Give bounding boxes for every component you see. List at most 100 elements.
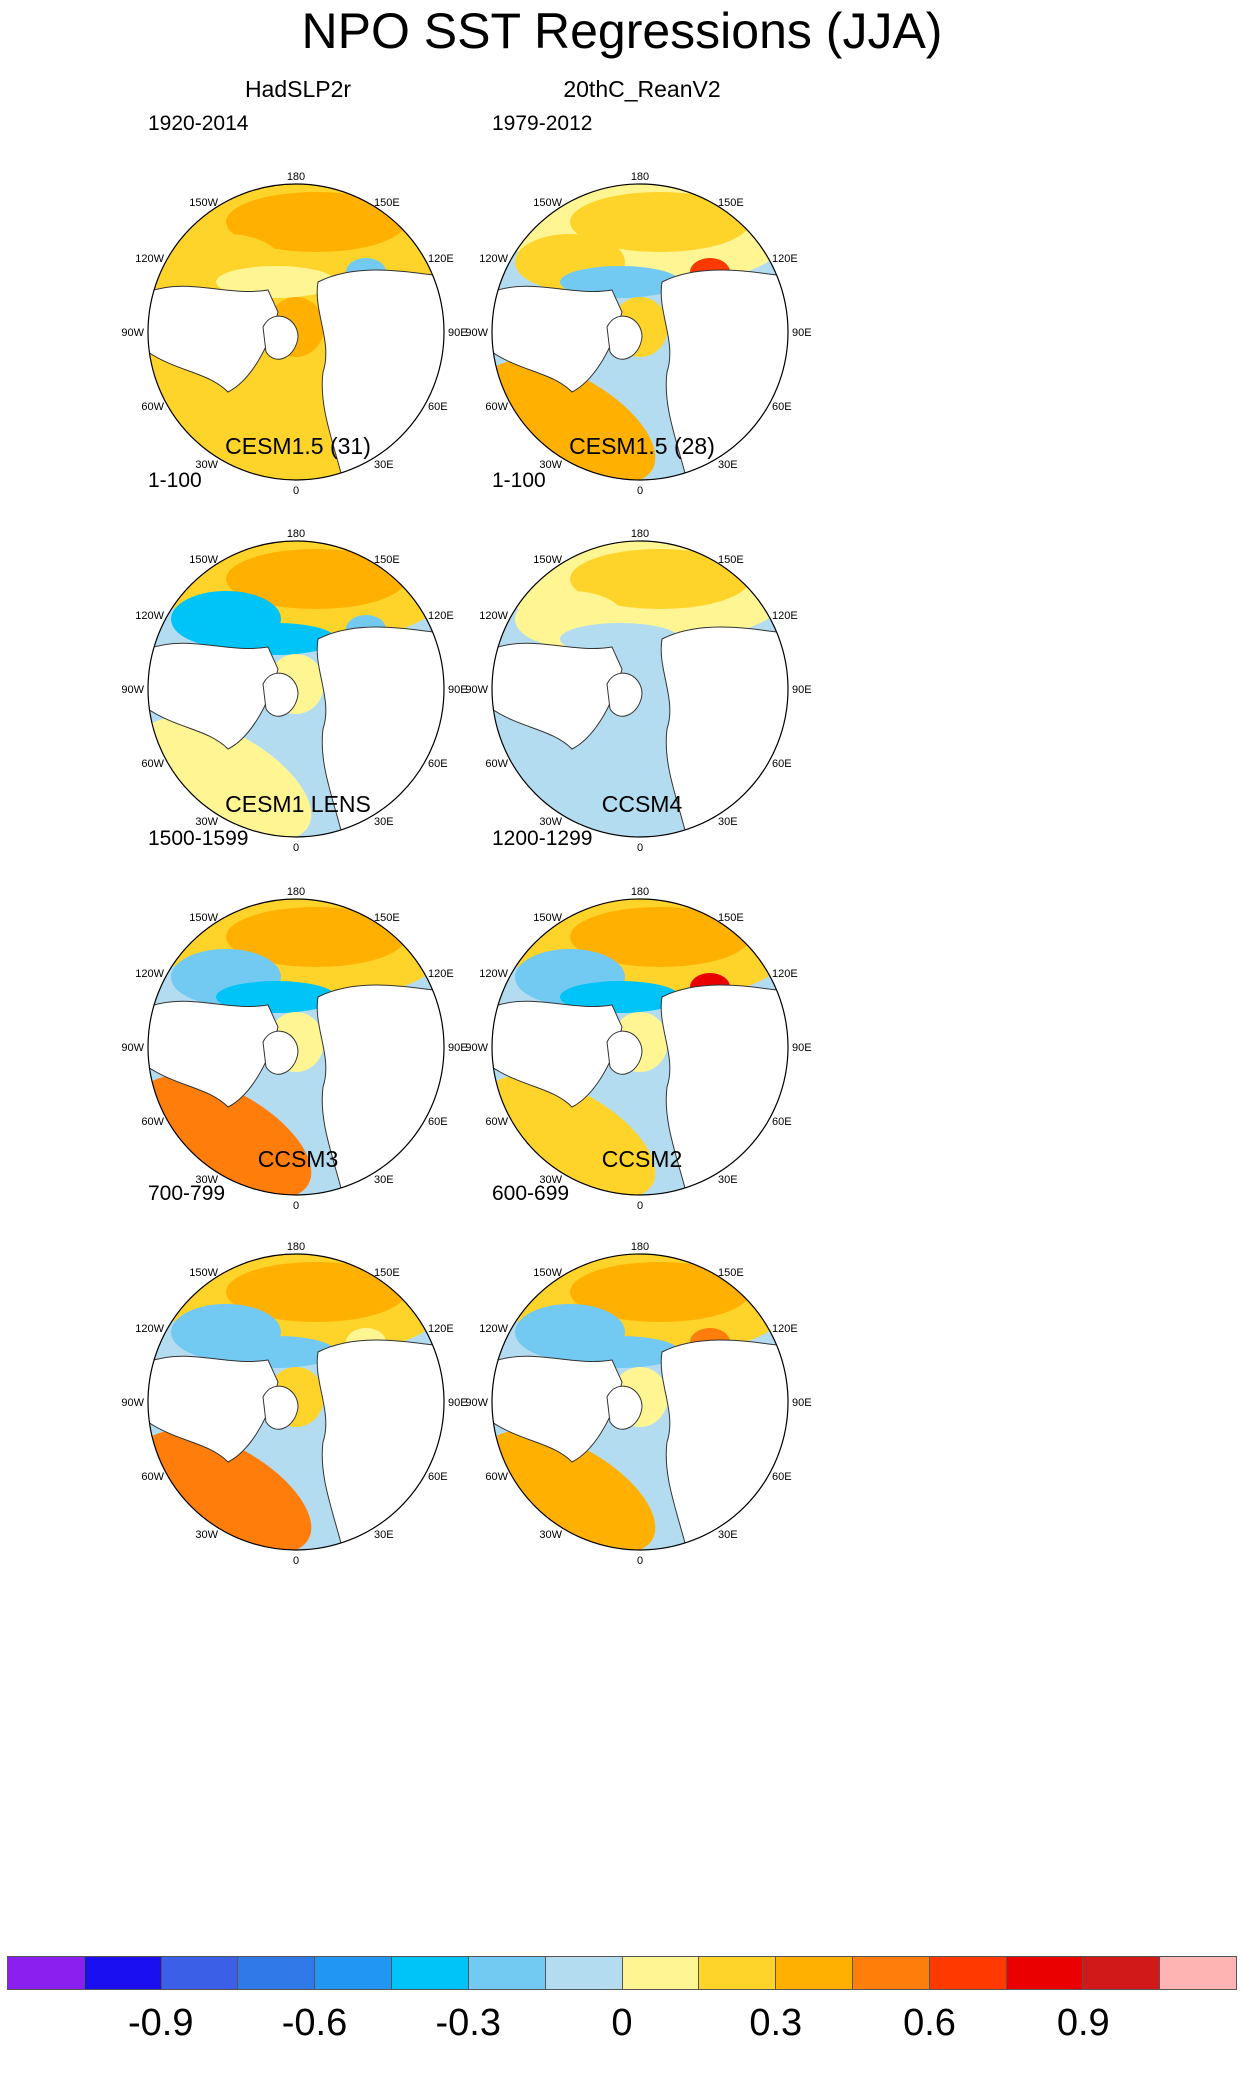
bering-anomaly: [216, 266, 336, 298]
colorbar-tick-label: 0.3: [749, 2002, 803, 2044]
longitude-label: 90E: [448, 1397, 468, 1409]
north-america-land: [148, 642, 279, 750]
longitude-label: 180: [631, 1241, 649, 1253]
longitude-label: 30E: [374, 1529, 394, 1541]
longitude-label: 0: [293, 1555, 299, 1567]
longitude-label: 90W: [121, 1397, 144, 1409]
north-pacific-core: [570, 1262, 750, 1322]
longitude-label: 120E: [772, 1323, 798, 1335]
longitude-label: 30W: [195, 1529, 218, 1541]
longitude-label: 30W: [539, 1174, 562, 1186]
longitude-label: 90W: [465, 1042, 488, 1054]
panel-period: 700-799: [148, 1182, 226, 1205]
longitude-label: 60E: [428, 1116, 448, 1128]
map-panel: 180 150W 150E 120W 120E 90W 90E 60W 60E 30W 30E 0 CC…: [121, 1145, 608, 1625]
north-pacific-core: [570, 549, 750, 609]
longitude-label: 180: [631, 171, 649, 183]
bering-anomaly: [560, 623, 680, 655]
panel-title: CCSM3: [257, 1146, 339, 1172]
longitude-label: 150E: [718, 1267, 744, 1279]
longitude-label: 150W: [189, 1267, 218, 1279]
longitude-label: 60E: [428, 1471, 448, 1483]
bering-anomaly: [560, 981, 680, 1013]
longitude-label: 120W: [479, 968, 508, 980]
longitude-label: 150W: [533, 197, 562, 209]
longitude-label: 60E: [772, 1116, 792, 1128]
panel-period: 1-100: [148, 469, 202, 492]
longitude-label: 90W: [465, 327, 488, 339]
greenland-land: [262, 1385, 299, 1430]
map-panel: 180 150W 150E 120W 120E 90W 90E 60W 60E 30W 30E 0 CE…: [121, 790, 608, 1270]
longitude-label: 0: [637, 842, 643, 854]
north-america-land: [492, 1000, 623, 1108]
north-atlantic-anomaly: [148, 360, 312, 480]
longitude-label: 120E: [772, 610, 798, 622]
longitude-label: 120W: [479, 253, 508, 265]
longitude-label: 150W: [533, 554, 562, 566]
longitude-label: 120W: [479, 610, 508, 622]
colorbar-box: [315, 1957, 393, 1989]
map-panel: 180 150W 150E 120W 120E 90W 90E 60W 60E 30W 30E 0 CE…: [121, 432, 608, 912]
north-pacific-core: [226, 907, 406, 967]
colorbar-tick-label: 0.6: [903, 2002, 956, 2044]
polar-map: 180 150W 150E 120W 120E 90W 90E 60W 60E 30W 30E 0: [465, 1241, 811, 1567]
longitude-label: 150E: [374, 197, 400, 209]
longitude-label: 0: [293, 485, 299, 497]
longitude-label: 0: [637, 1200, 643, 1212]
longitude-label: 180: [287, 171, 305, 183]
longitude-label: 60W: [485, 1116, 508, 1128]
greenland-land: [262, 315, 299, 360]
panel-period: 1920-2014: [148, 112, 249, 135]
longitude-label: 150E: [718, 554, 744, 566]
longitude-label: 150E: [374, 554, 400, 566]
longitude-label: 90E: [792, 327, 812, 339]
map-panel: 180 150W 150E 120W 120E 90W 90E 60W 60E 30W 30E 0 CE…: [465, 432, 952, 912]
colorbar-tick-label: 0.9: [1056, 2002, 1110, 2044]
longitude-label: 60E: [772, 758, 792, 770]
longitude-label: 120E: [772, 253, 798, 265]
longitude-label: 60W: [141, 758, 164, 770]
longitude-label: 120W: [135, 968, 164, 980]
longitude-label: 120E: [428, 1323, 454, 1335]
map-panel: 180 150W 150E 120W 120E 90W 90E 60W 60E 30W 30E 0 20…: [465, 75, 952, 555]
colorbar-box: [929, 1957, 1007, 1989]
longitude-label: 30W: [539, 816, 562, 828]
panel-period: 1200-1299: [492, 827, 593, 850]
panel-title: CCSM4: [601, 791, 683, 817]
north-pacific-core: [226, 192, 406, 252]
colorbar-tick-label: -0.6: [281, 2002, 348, 2044]
colorbar-box: [1160, 1957, 1236, 1989]
longitude-label: 120W: [479, 1323, 508, 1335]
colorbar-tick-label: -0.9: [128, 2002, 194, 2044]
longitude-label: 90E: [448, 1042, 468, 1054]
colorbar-box: [699, 1957, 777, 1989]
colorbar-box: [84, 1957, 162, 1989]
north-atlantic-anomaly: [148, 1075, 312, 1195]
longitude-label: 0: [293, 1200, 299, 1212]
polar-map: 180 150W 150E 120W 120E 90W 90E 60W 60E 30W 30E 0: [121, 1241, 467, 1567]
polar-map: 180 150W 150E 120W 120E 90W 90E 60W 60E 30W 30E 0: [465, 886, 811, 1212]
colorbar-box: [622, 1957, 700, 1989]
bering-anomaly: [216, 981, 336, 1013]
longitude-label: 30E: [374, 459, 394, 471]
polar-map: 180 150W 150E 120W 120E 90W 90E 60W 60E 30W 30E 0: [465, 528, 811, 854]
north-america-land: [148, 1355, 279, 1463]
colorbar-box: [238, 1957, 316, 1989]
longitude-label: 180: [287, 1241, 305, 1253]
colorbar-tick-label: -0.3: [435, 2002, 501, 2044]
longitude-label: 60W: [485, 758, 508, 770]
longitude-label: 90E: [792, 1042, 812, 1054]
longitude-label: 60W: [485, 401, 508, 413]
longitude-label: 30E: [718, 1529, 738, 1541]
longitude-label: 60E: [428, 401, 448, 413]
longitude-label: 120W: [135, 1323, 164, 1335]
bering-anomaly: [560, 266, 680, 298]
panel-title: CESM1 LENS: [225, 791, 371, 817]
longitude-label: 90E: [448, 327, 468, 339]
colorbar-box: [1083, 1957, 1161, 1989]
longitude-label: 30E: [718, 459, 738, 471]
colorbar-box: [468, 1957, 546, 1989]
north-atlantic-anomaly: [492, 717, 656, 837]
north-pacific-core: [226, 549, 406, 609]
north-atlantic-anomaly: [492, 360, 656, 480]
